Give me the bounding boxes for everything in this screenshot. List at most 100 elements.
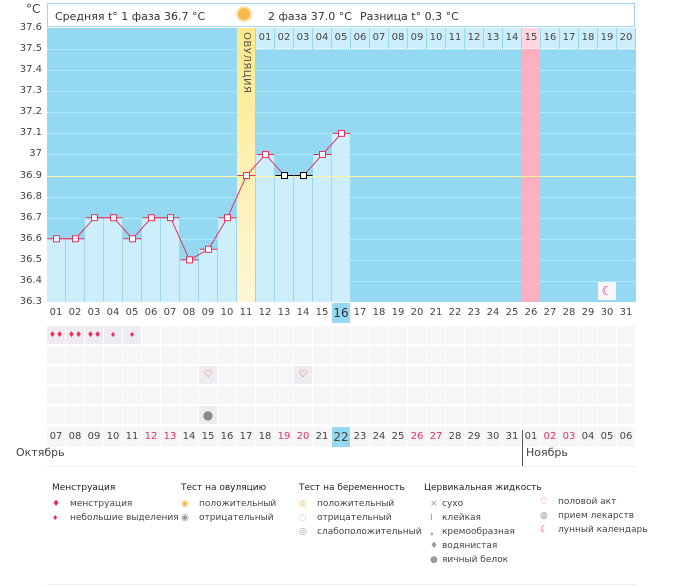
calendar-date[interactable]: 23 — [351, 427, 369, 447]
calendar-cell[interactable] — [560, 346, 578, 364]
calendar-cell[interactable] — [560, 386, 578, 404]
calendar-cell[interactable] — [161, 386, 179, 404]
calendar-cell[interactable] — [199, 326, 217, 344]
calendar-date[interactable]: 01 — [522, 427, 540, 447]
calendar-cell[interactable] — [446, 366, 464, 384]
calendar-date[interactable]: 20 — [294, 427, 312, 447]
calendar-cell[interactable] — [541, 326, 559, 344]
calendar-cell[interactable] — [484, 326, 502, 344]
calendar-date[interactable]: 25 — [389, 427, 407, 447]
calendar-cell[interactable] — [85, 346, 103, 364]
menstruation-icon[interactable]: ♦♦ — [47, 326, 65, 344]
calendar-cell[interactable] — [370, 386, 388, 404]
calendar-cell[interactable] — [446, 326, 464, 344]
calendar-date[interactable]: 15 — [199, 427, 217, 447]
calendar-cell[interactable] — [161, 366, 179, 384]
calendar-cell[interactable] — [218, 346, 236, 364]
calendar-cell[interactable] — [522, 406, 540, 424]
calendar-cell[interactable] — [237, 366, 255, 384]
calendar-cell[interactable] — [522, 386, 540, 404]
calendar-cell[interactable] — [332, 326, 350, 344]
calendar-date[interactable]: 04 — [579, 427, 597, 447]
calendar-cell[interactable] — [275, 406, 293, 424]
calendar-cell[interactable] — [541, 366, 559, 384]
calendar-cell[interactable] — [617, 366, 635, 384]
calendar-cell[interactable] — [237, 406, 255, 424]
calendar-cell[interactable] — [104, 406, 122, 424]
calendar-cell[interactable] — [332, 386, 350, 404]
calendar-cell[interactable] — [104, 386, 122, 404]
calendar-cell[interactable] — [256, 406, 274, 424]
calendar-cell[interactable] — [123, 366, 141, 384]
calendar-date[interactable]: 07 — [47, 427, 65, 447]
calendar-date[interactable]: 08 — [66, 427, 84, 447]
calendar-cell[interactable] — [66, 406, 84, 424]
calendar-cell[interactable] — [256, 326, 274, 344]
calendar-cell[interactable] — [180, 366, 198, 384]
calendar-cell[interactable] — [598, 406, 616, 424]
calendar-cell[interactable] — [66, 366, 84, 384]
calendar-date[interactable]: 19 — [275, 427, 293, 447]
calendar-cell[interactable] — [199, 386, 217, 404]
calendar-cell[interactable] — [560, 366, 578, 384]
calendar-cell[interactable] — [408, 406, 426, 424]
calendar-date[interactable]: 22 — [332, 427, 350, 447]
light-spotting-icon[interactable]: ♦ — [123, 326, 141, 344]
calendar-date[interactable]: 21 — [313, 427, 331, 447]
calendar-cell[interactable] — [408, 386, 426, 404]
calendar-cell[interactable] — [47, 406, 65, 424]
calendar-date[interactable]: 30 — [484, 427, 502, 447]
calendar-cell[interactable] — [237, 326, 255, 344]
calendar-cell[interactable] — [275, 346, 293, 364]
calendar-date[interactable]: 02 — [541, 427, 559, 447]
calendar-cell[interactable] — [313, 406, 331, 424]
calendar-cell[interactable] — [351, 326, 369, 344]
calendar-cell[interactable] — [275, 386, 293, 404]
calendar-cell[interactable] — [180, 386, 198, 404]
calendar-cell[interactable] — [522, 346, 540, 364]
calendar-cell[interactable] — [123, 406, 141, 424]
calendar-cell[interactable] — [123, 386, 141, 404]
calendar-cell[interactable] — [294, 386, 312, 404]
calendar-cell[interactable] — [541, 346, 559, 364]
calendar-cell[interactable] — [579, 346, 597, 364]
calendar-cell[interactable] — [389, 366, 407, 384]
calendar-cell[interactable] — [256, 366, 274, 384]
calendar-cell[interactable] — [617, 386, 635, 404]
calendar-cell[interactable] — [598, 386, 616, 404]
calendar-cell[interactable] — [465, 326, 483, 344]
calendar-cell[interactable] — [389, 346, 407, 364]
calendar-cell[interactable] — [465, 346, 483, 364]
calendar-cell[interactable] — [427, 406, 445, 424]
calendar-cell[interactable] — [351, 346, 369, 364]
calendar-cell[interactable] — [389, 406, 407, 424]
calendar-cell[interactable] — [427, 346, 445, 364]
calendar-cell[interactable] — [427, 326, 445, 344]
calendar-cell[interactable] — [256, 346, 274, 364]
calendar-cell[interactable] — [161, 406, 179, 424]
calendar-cell[interactable] — [275, 366, 293, 384]
calendar-cell[interactable] — [313, 346, 331, 364]
calendar-cell[interactable] — [503, 346, 521, 364]
heart-icon[interactable]: ♡ — [294, 366, 312, 384]
calendar-date[interactable]: 14 — [180, 427, 198, 447]
calendar-cell[interactable] — [47, 386, 65, 404]
calendar-cell[interactable] — [389, 386, 407, 404]
calendar-cell[interactable] — [541, 386, 559, 404]
calendar-cell[interactable] — [370, 366, 388, 384]
calendar-cell[interactable] — [85, 386, 103, 404]
calendar-date[interactable]: 24 — [370, 427, 388, 447]
calendar-cell[interactable] — [237, 346, 255, 364]
calendar-cell[interactable] — [484, 386, 502, 404]
calendar-cell[interactable] — [408, 326, 426, 344]
calendar-cell[interactable] — [503, 366, 521, 384]
calendar-date[interactable]: 09 — [85, 427, 103, 447]
calendar-date[interactable]: 26 — [408, 427, 426, 447]
calendar-cell[interactable] — [560, 326, 578, 344]
egg-white-icon[interactable]: ● — [199, 406, 217, 424]
calendar-cell[interactable] — [294, 326, 312, 344]
calendar-cell[interactable] — [142, 326, 160, 344]
calendar-cell[interactable] — [484, 406, 502, 424]
calendar-cell[interactable] — [332, 346, 350, 364]
calendar-date[interactable]: 13 — [161, 427, 179, 447]
